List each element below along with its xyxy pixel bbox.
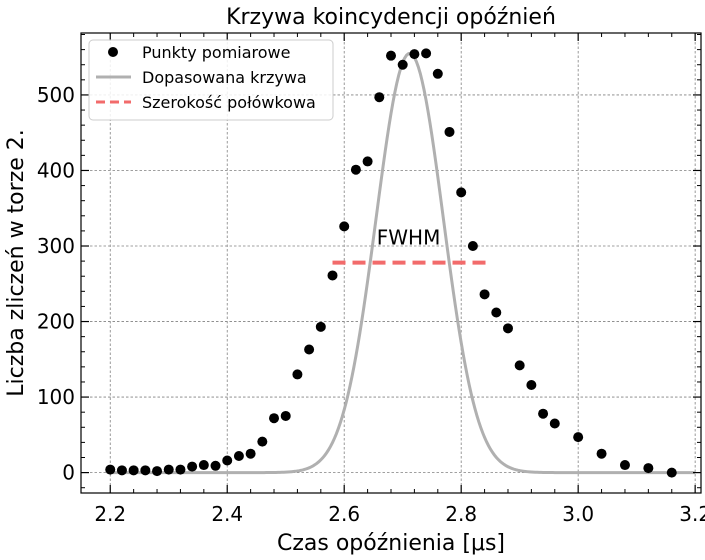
x-tick-label: 2.2: [94, 502, 126, 526]
x-axis-label: Czas opóźnienia [μs]: [277, 531, 505, 556]
data-point: [526, 379, 537, 390]
data-point: [479, 289, 490, 300]
data-point: [245, 448, 256, 459]
legend: Punkty pomiarowe Dopasowana krzywa Szero…: [88, 39, 334, 121]
data-point: [549, 418, 560, 429]
data-point: [175, 464, 186, 475]
data-point: [643, 463, 654, 474]
data-point: [187, 461, 198, 472]
x-tick-labels: 2.2 2.4 2.6 2.8 3.0 3.2: [94, 502, 705, 526]
data-point: [210, 460, 221, 471]
data-point: [350, 164, 361, 175]
y-tick-label: 0: [62, 461, 75, 485]
data-point: [257, 436, 268, 447]
data-point: [386, 50, 396, 61]
legend-label-fwhm: Szerokość połówkowa: [142, 93, 316, 112]
data-point: [421, 48, 432, 59]
data-point: [409, 49, 420, 60]
y-tick-label: 400: [37, 158, 75, 182]
data-point: [666, 467, 677, 478]
data-point: [233, 450, 244, 461]
data-point: [538, 408, 549, 419]
chart-title: Krzywa koincydencji opóźnień: [226, 5, 556, 30]
data-point: [502, 323, 513, 334]
data-point: [456, 187, 467, 198]
data-point: [269, 413, 280, 424]
data-point: [432, 68, 443, 79]
legend-marker-points: [108, 47, 118, 57]
data-point: [619, 460, 630, 471]
data-point: [128, 465, 139, 476]
data-point: [292, 369, 303, 380]
y-axis-label: Liczba zliczeń w torze 2.: [4, 129, 29, 397]
data-point: [362, 156, 373, 167]
data-point: [491, 307, 502, 318]
fwhm-annotation: FWHM: [377, 225, 441, 249]
x-tick-label: 3.2: [679, 502, 705, 526]
data-point: [315, 321, 326, 332]
data-point: [152, 466, 163, 477]
data-point: [222, 455, 233, 466]
data-point: [596, 448, 607, 459]
legend-label-fit: Dopasowana krzywa: [142, 68, 307, 87]
data-point: [116, 465, 127, 476]
data-point: [105, 464, 116, 475]
data-point: [198, 460, 209, 471]
y-tick-labels: 0 100 200 300 400 500: [37, 83, 75, 485]
y-tick-label: 100: [37, 385, 75, 409]
x-tick-label: 2.4: [211, 502, 243, 526]
data-point: [467, 241, 478, 252]
y-tick-label: 500: [37, 83, 75, 107]
x-tick-label: 3.0: [562, 502, 594, 526]
x-tick-label: 2.6: [328, 502, 360, 526]
y-tick-label: 300: [37, 234, 75, 258]
data-point: [514, 360, 525, 371]
axis-ticks: [81, 33, 701, 493]
data-point: [397, 59, 408, 70]
legend-label-points: Punkty pomiarowe: [142, 43, 290, 62]
data-point: [280, 410, 291, 421]
data-points: [105, 48, 677, 478]
y-tick-label: 200: [37, 310, 75, 334]
data-point: [163, 464, 174, 475]
data-point: [374, 92, 385, 103]
data-point: [304, 344, 315, 355]
data-point: [327, 270, 338, 281]
x-tick-label: 2.8: [445, 502, 477, 526]
legend-box: [88, 39, 334, 121]
data-point: [140, 465, 151, 476]
data-point: [573, 432, 584, 443]
data-point: [444, 126, 455, 137]
data-point: [339, 221, 350, 232]
